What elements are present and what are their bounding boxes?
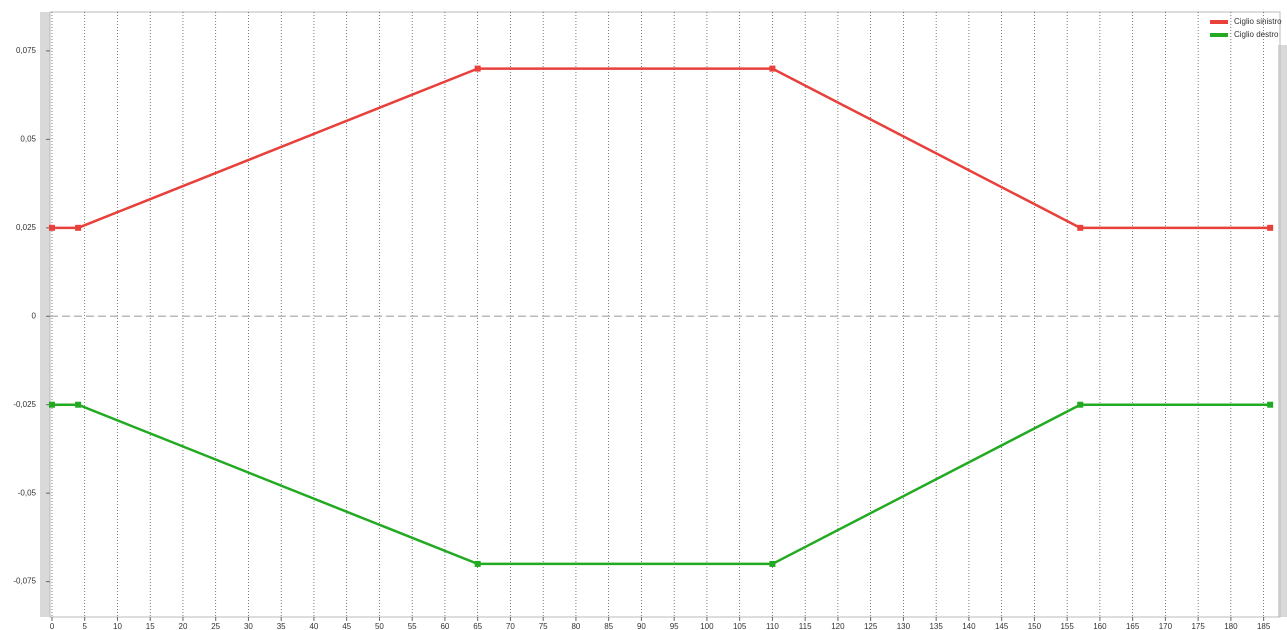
x-tick-label: 165	[1126, 622, 1140, 630]
x-tick-label: 90	[637, 622, 646, 630]
x-tick-label: 45	[342, 622, 351, 630]
x-tick-label: 170	[1159, 622, 1173, 630]
x-tick-label: 105	[733, 622, 747, 630]
legend-label: Ciglio destro	[1234, 30, 1279, 39]
x-tick-label: 95	[670, 622, 679, 630]
y-tick-label: -0,05	[18, 488, 37, 497]
x-tick-label: 85	[604, 622, 613, 630]
x-tick-label: 120	[831, 622, 845, 630]
x-tick-label: 135	[929, 622, 943, 630]
plot-frame	[49, 11, 1281, 618]
x-tick-label: 80	[571, 622, 580, 630]
data-point	[474, 65, 481, 72]
x-tick-label: 115	[799, 622, 812, 630]
data-point	[769, 65, 776, 72]
x-tick-label: 25	[211, 622, 220, 630]
y-tick-label: 0	[32, 311, 37, 320]
x-tick-label: 15	[146, 622, 155, 630]
x-tick-label: 110	[766, 622, 779, 630]
x-tick-label: 150	[1028, 622, 1042, 630]
x-tick-label: 175	[1191, 622, 1205, 630]
data-point	[75, 224, 82, 231]
legend-label: Ciglio sinistro	[1234, 17, 1282, 26]
x-tick-label: 75	[539, 622, 548, 630]
x-tick-label: 145	[995, 622, 1009, 630]
x-tick-label: 185	[1257, 622, 1271, 630]
x-tick-label: 10	[113, 622, 122, 630]
x-tick-label: 70	[506, 622, 515, 630]
data-point	[1077, 224, 1084, 231]
x-tick-label: 20	[179, 622, 188, 630]
y-tick-label: 0,075	[16, 46, 37, 55]
data-point	[474, 560, 481, 567]
left-strip	[40, 12, 50, 617]
x-tick-label: 125	[864, 622, 878, 630]
data-point	[1267, 401, 1274, 408]
x-tick-label: 100	[700, 622, 714, 630]
x-tick-label: 155	[1060, 622, 1074, 630]
x-tick-label: 180	[1224, 622, 1238, 630]
y-tick-label: -0,025	[13, 400, 36, 409]
right-strip	[1278, 45, 1287, 617]
x-tick-label: 35	[277, 622, 286, 630]
x-tick-label: 140	[962, 622, 976, 630]
x-tick-label: 65	[473, 622, 482, 630]
data-point	[1267, 224, 1274, 231]
y-tick-label: -0,075	[13, 577, 36, 586]
data-point	[48, 224, 55, 231]
data-point	[75, 401, 82, 408]
x-tick-label: 160	[1093, 622, 1107, 630]
y-tick-label: 0,05	[20, 134, 36, 143]
x-tick-label: 55	[408, 622, 417, 630]
x-tick-label: 5	[82, 622, 87, 630]
x-tick-label: 60	[440, 622, 449, 630]
data-point	[48, 401, 55, 408]
data-point	[769, 560, 776, 567]
x-tick-label: 40	[309, 622, 318, 630]
x-tick-label: 130	[897, 622, 911, 630]
x-tick-label: 30	[244, 622, 253, 630]
x-tick-label: 0	[50, 622, 55, 630]
y-tick-label: 0,025	[16, 223, 37, 232]
x-tick-label: 50	[375, 622, 384, 630]
series-line	[51, 67, 1271, 230]
series-line	[51, 403, 1271, 566]
data-point	[1077, 401, 1084, 408]
